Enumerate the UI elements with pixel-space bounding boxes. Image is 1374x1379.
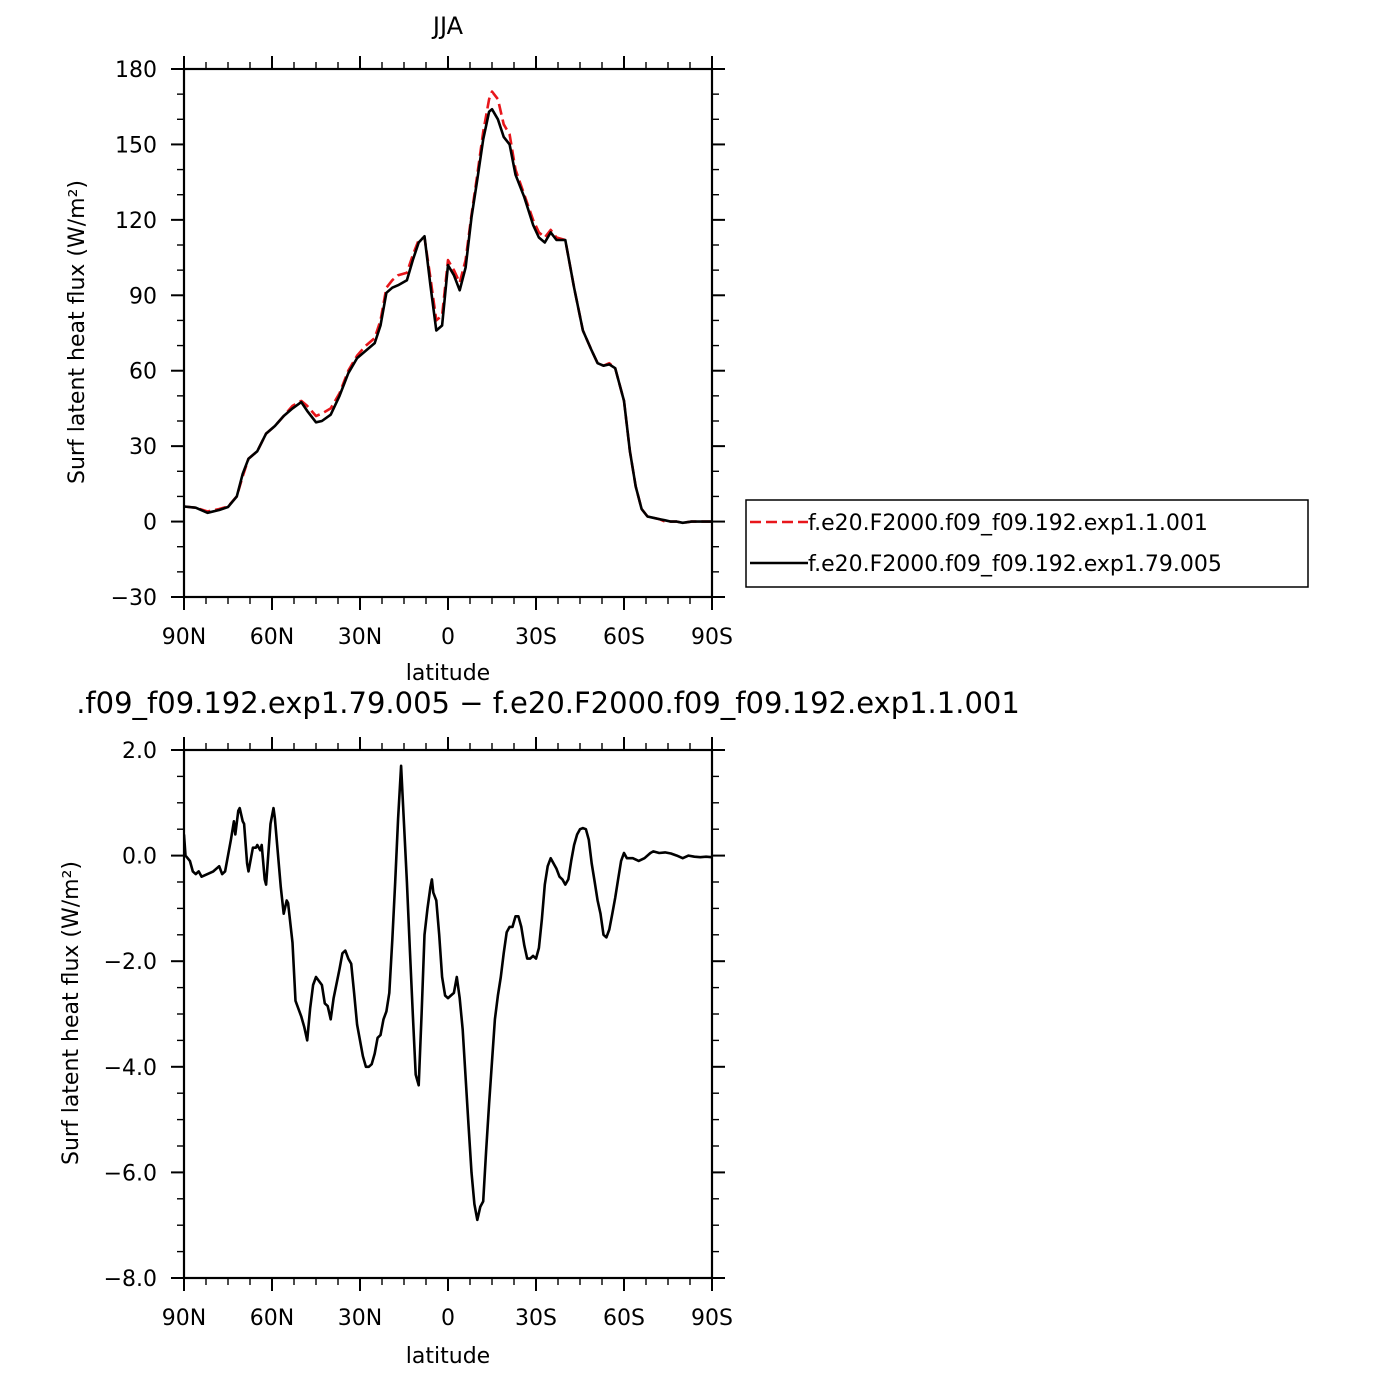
top-y-tick-label: 60 [129, 360, 157, 385]
legend-entry-series-1: f.e20.F2000.f09_f09.192.exp1.1.001 [808, 511, 1208, 536]
top-x-tick-label: 60S [603, 625, 645, 650]
bottom-panel: .f09_f09.192.exp1.79.005 − f.e20.F2000.f… [59, 686, 1020, 1369]
top-y-tick-label: 90 [129, 284, 157, 309]
top-y-tick-label: 150 [115, 133, 157, 158]
legend: f.e20.F2000.f09_f09.192.exp1.1.001 f.e20… [745, 499, 1309, 588]
legend-box [745, 499, 1309, 588]
top-x-tick-label: 30N [338, 625, 382, 650]
bottom-x-axis-label: latitude [406, 1344, 490, 1369]
top-x-tick-label: 90N [162, 625, 206, 650]
bottom-x-tick-label: 60S [603, 1306, 645, 1331]
bottom-y-axis-label: Surf latent heat flux (W/m²) [59, 861, 84, 1165]
bottom-y-tick-label: −2.0 [104, 950, 157, 975]
top-chart-title: JJA [431, 12, 464, 40]
top-x-axis-label: latitude [406, 661, 490, 686]
bottom-chart-title: .f09_f09.192.exp1.79.005 − f.e20.F2000.f… [76, 686, 1020, 720]
bottom-y-tick-label: −6.0 [104, 1161, 157, 1186]
bottom-x-tick-label: 30S [515, 1306, 557, 1331]
legend-entry-series-2: f.e20.F2000.f09_f09.192.exp1.79.005 [808, 552, 1222, 577]
top-y-tick-label: −30 [111, 586, 157, 611]
bottom-x-tick-label: 90S [691, 1306, 733, 1331]
bottom-x-tick-label: 0 [441, 1306, 455, 1331]
top-panel: JJA latitude Surf latent heat flux (W/m²… [65, 12, 733, 686]
top-series-line-1 [184, 90, 712, 525]
bottom-y-tick-label: 2.0 [122, 739, 157, 764]
bottom-plot-frame [182, 748, 714, 1280]
top-y-tick-label: 0 [143, 511, 157, 536]
bottom-y-tick-label: −8.0 [104, 1267, 157, 1292]
top-x-tick-label: 90S [691, 625, 733, 650]
top-plot-frame [182, 67, 714, 599]
top-y-tick-label: 30 [129, 435, 157, 460]
top-x-tick-label: 60N [250, 625, 294, 650]
bottom-x-tick-label: 60N [250, 1306, 294, 1331]
bottom-series-line-1 [184, 764, 712, 1222]
top-y-axis-label: Surf latent heat flux (W/m²) [65, 180, 90, 484]
bottom-x-tick-label: 30N [338, 1306, 382, 1331]
bottom-x-tick-label: 90N [162, 1306, 206, 1331]
top-y-tick-label: 180 [115, 58, 157, 83]
top-series-line-2 [184, 107, 712, 525]
bottom-y-tick-label: 0.0 [122, 845, 157, 870]
bottom-y-tick-label: −4.0 [104, 1056, 157, 1081]
top-y-tick-label: 120 [115, 209, 157, 234]
top-x-tick-label: 0 [441, 625, 455, 650]
top-x-tick-label: 30S [515, 625, 557, 650]
